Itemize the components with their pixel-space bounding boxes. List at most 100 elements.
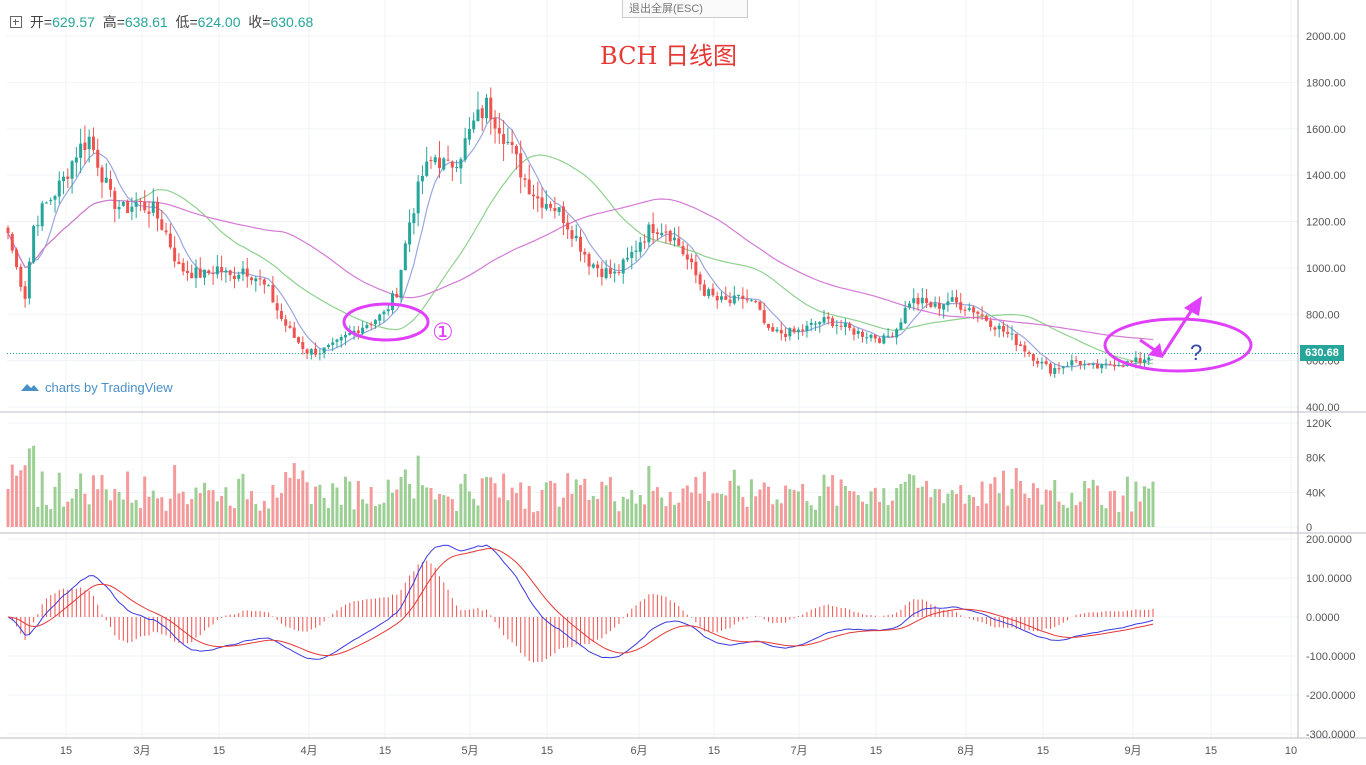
- candle-body: [1078, 360, 1082, 366]
- volume-bar: [848, 491, 852, 527]
- x-tick-label: 15: [541, 745, 553, 757]
- candle-body: [74, 157, 78, 163]
- volume-bar: [826, 486, 830, 527]
- volume-bar: [907, 474, 911, 527]
- candle-body: [309, 349, 313, 355]
- candle-body: [873, 334, 877, 339]
- candle-body: [984, 316, 988, 321]
- volume-bar: [271, 484, 275, 527]
- volume-bar: [348, 481, 352, 527]
- candle-body: [207, 270, 211, 273]
- candle-body: [685, 254, 689, 260]
- volume-bar: [1019, 481, 1023, 527]
- volume-bar: [215, 501, 219, 527]
- y-tick-label: 100.0000: [1306, 573, 1352, 585]
- volume-pane[interactable]: [6, 445, 1155, 527]
- volume-bar: [540, 489, 544, 527]
- candle-body: [429, 160, 433, 162]
- candle-body: [719, 296, 723, 300]
- candle-body: [262, 279, 266, 285]
- volume-bar: [1014, 468, 1018, 527]
- expand-icon[interactable]: [10, 16, 22, 28]
- volume-bar: [476, 505, 480, 527]
- volume-bar: [1078, 501, 1082, 527]
- candle-body: [138, 200, 142, 202]
- candle-body: [331, 342, 335, 345]
- volume-bar: [190, 499, 194, 527]
- y-tick-label: 1800.00: [1306, 77, 1346, 89]
- low-label: 低: [175, 14, 190, 30]
- volume-bar: [143, 476, 147, 527]
- candle-body: [386, 309, 390, 312]
- candle-body: [536, 196, 540, 199]
- y-tick-label: -100.0000: [1306, 651, 1356, 663]
- candle-body: [160, 219, 164, 230]
- volume-bar: [681, 488, 685, 527]
- volume-bar: [527, 486, 531, 527]
- candle-body: [40, 203, 44, 227]
- macd-pane[interactable]: [7, 544, 1154, 663]
- main-pane[interactable]: [6, 87, 1155, 378]
- candlesticks[interactable]: [6, 87, 1155, 378]
- candle-body: [83, 142, 87, 150]
- volume-bar: [126, 471, 130, 527]
- volume-bar: [109, 500, 113, 527]
- volume-bar: [493, 483, 497, 527]
- volume-bar: [843, 485, 847, 527]
- volume-bar: [1095, 485, 1099, 527]
- candle-body: [775, 329, 779, 332]
- candle-body: [690, 258, 694, 263]
- candle-body: [916, 297, 920, 305]
- candle-body: [1113, 364, 1117, 367]
- candle-body: [391, 293, 395, 311]
- volume-bar: [369, 486, 373, 527]
- candle-body: [177, 261, 181, 265]
- volume-bar: [254, 504, 258, 527]
- candle-body: [972, 307, 976, 313]
- volume-bar: [91, 475, 95, 527]
- volume-bar: [356, 481, 360, 527]
- volume-bar: [651, 490, 655, 527]
- candle-body: [117, 207, 121, 210]
- x-tick-label: 15: [60, 745, 72, 757]
- annotation-question: ?: [1190, 340, 1202, 365]
- volume-bar: [433, 499, 437, 527]
- candle-body: [865, 337, 869, 339]
- candle-body: [403, 243, 407, 271]
- candle-body: [677, 238, 681, 246]
- candle-body: [126, 201, 130, 214]
- volume-bar: [331, 483, 335, 527]
- price-axis[interactable]: 400.00600.00800.001000.001200.001400.001…: [1306, 31, 1356, 741]
- candle-body: [143, 201, 147, 211]
- time-axis[interactable]: 15 3月 15 4月 15 5月 15 6月 15 7月 15 8月 15 9月 15 10: [60, 745, 1297, 757]
- tradingview-brand[interactable]: charts by TradingView: [20, 380, 173, 395]
- exit-fullscreen-button[interactable]: 退出全屏(ESC): [622, 0, 748, 18]
- volume-bar: [1117, 512, 1121, 527]
- candle-body: [1040, 361, 1044, 364]
- volume-bar: [1053, 480, 1057, 527]
- candle-body: [976, 311, 980, 314]
- volume-bar: [536, 511, 540, 527]
- volume-bar: [429, 487, 433, 527]
- x-tick-label: 15: [213, 745, 225, 757]
- candle-body: [929, 302, 933, 307]
- candle-body: [544, 203, 548, 209]
- candle-body: [455, 167, 459, 169]
- volume-bar: [690, 492, 694, 527]
- candle-body: [1095, 363, 1099, 369]
- candle-body: [463, 138, 467, 160]
- volume-bar: [715, 493, 719, 527]
- candle-body: [587, 253, 591, 267]
- volume-bar: [147, 496, 151, 527]
- volume-bar: [412, 498, 416, 527]
- volume-bar: [916, 487, 920, 527]
- volume-bar: [873, 487, 877, 527]
- candle-body: [660, 232, 664, 236]
- candle-body: [237, 274, 241, 279]
- candle-body: [459, 159, 463, 169]
- volume-bar: [378, 504, 382, 527]
- volume-bar: [275, 497, 279, 527]
- candle-body: [32, 226, 36, 263]
- volume-bar: [856, 495, 860, 527]
